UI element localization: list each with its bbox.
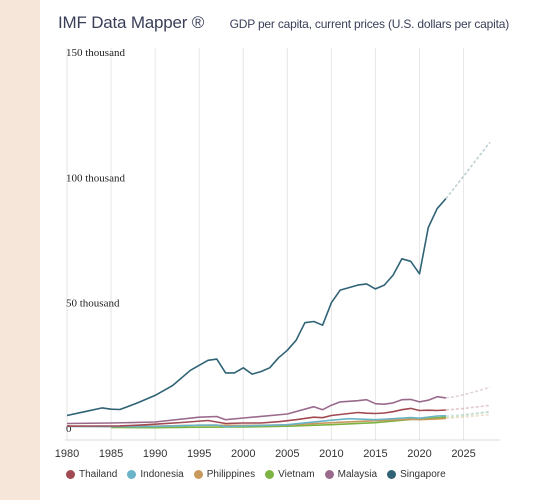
legend-label: Thailand — [79, 469, 118, 480]
page-background — [0, 0, 40, 500]
series-line-indonesia[interactable] — [66, 414, 446, 428]
x-tick-label: 2005 — [275, 448, 299, 460]
legend-label: Indonesia — [140, 469, 184, 480]
series-lines — [66, 141, 491, 429]
x-tick-label: 2010 — [319, 448, 343, 460]
y-axis-ticks: 0 50 thousand 100 thousand 150 thousand — [66, 47, 125, 435]
series-projection-vietnam[interactable] — [445, 411, 491, 418]
legend-swatch — [193, 470, 203, 479]
legend-label: Singapore — [400, 469, 446, 480]
legend: Thailand Indonesia Philippines Vietnam Malay… — [66, 469, 446, 480]
legend-swatch — [324, 470, 334, 479]
line-chart: 0 50 thousand 100 thousand 150 thousand 198… — [55, 47, 500, 460]
legend-label: Vietnam — [278, 469, 315, 480]
y-tick-label: 100 thousand — [66, 172, 125, 184]
series-line-malaysia[interactable] — [66, 395, 447, 425]
y-tick-label: 50 thousand — [66, 298, 120, 310]
chart-card: IMF Data Mapper ® GDP per capita, curren… — [40, 0, 553, 500]
series-projection-thailand[interactable] — [445, 404, 491, 411]
series-line-singapore[interactable] — [66, 198, 447, 417]
x-tick-label: 2025 — [451, 448, 475, 460]
series-projection-philippines[interactable] — [445, 413, 491, 420]
legend-label: Malaysia — [337, 469, 378, 480]
grid-lines — [65, 48, 500, 441]
legend-swatch — [66, 470, 75, 479]
x-axis-ticks: 1980 1985 1990 1995 2000 2005 2010 2015 2020 2025 — [55, 448, 476, 460]
legend-swatch — [387, 470, 397, 479]
legend-label: Philippines — [206, 469, 256, 480]
x-tick-label: 1985 — [99, 448, 123, 460]
legend-item-thailand[interactable]: Thailand — [66, 469, 117, 480]
series-projection-malaysia[interactable] — [445, 386, 491, 399]
y-tick-label: 0 — [66, 423, 72, 435]
x-tick-label: 2015 — [363, 448, 387, 460]
series-projection-singapore[interactable] — [445, 141, 491, 200]
series-projection-indonesia[interactable] — [445, 410, 491, 417]
legend-item-vietnam[interactable]: Vietnam — [265, 469, 315, 480]
legend-swatch — [265, 470, 275, 479]
legend-item-malaysia[interactable]: Malaysia — [324, 469, 378, 480]
legend-item-philippines[interactable]: Philippines — [193, 469, 256, 480]
y-tick-label: 150 thousand — [66, 47, 125, 59]
legend-item-indonesia[interactable]: Indonesia — [127, 469, 184, 480]
indicator-title: GDP per capita, current prices (U.S. dol… — [229, 17, 510, 31]
series-line-thailand[interactable] — [66, 407, 446, 427]
x-tick-label: 2020 — [407, 448, 431, 460]
x-tick-label: 1990 — [143, 448, 167, 460]
x-tick-label: 1995 — [187, 448, 211, 460]
legend-swatch — [127, 470, 137, 479]
brand-title: IMF Data Mapper ® — [58, 13, 205, 32]
x-tick-label: 2000 — [231, 448, 255, 460]
legend-item-singapore[interactable]: Singapore — [387, 469, 446, 480]
x-tick-label: 1980 — [55, 448, 79, 460]
